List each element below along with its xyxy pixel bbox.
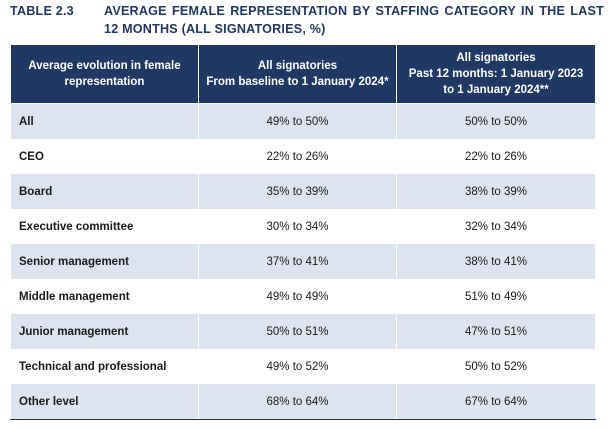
header-category-label: Average evolution in female representati… xyxy=(28,60,181,88)
baseline-cell: 68% to 64% xyxy=(198,384,397,420)
baseline-cell: 35% to 39% xyxy=(198,174,397,209)
header-past12: All signatories Past 12 months: 1 Januar… xyxy=(396,44,596,104)
row-label: All xyxy=(10,103,199,139)
table-row: Board 35% to 39% 38% to 39% xyxy=(10,174,596,209)
table-row: Middle management 49% to 49% 51% to 49% xyxy=(10,279,596,314)
table-caption: TABLE 2.3 AVERAGE FEMALE REPRESENTATION … xyxy=(10,2,604,38)
row-label: Middle management xyxy=(10,279,199,314)
table-row: CEO 22% to 26% 22% to 26% xyxy=(10,139,596,174)
table-row: All 49% to 50% 50% to 50% xyxy=(10,103,596,139)
baseline-cell: 49% to 52% xyxy=(198,349,397,384)
header-baseline: All signatories From baseline to 1 Janua… xyxy=(198,44,397,104)
past12-cell: 50% to 50% xyxy=(396,103,596,139)
baseline-cell: 37% to 41% xyxy=(198,244,397,279)
female-representation-table: Average evolution in female representati… xyxy=(10,44,596,420)
past12-cell: 22% to 26% xyxy=(396,139,596,174)
past12-cell: 38% to 41% xyxy=(396,244,596,279)
header-past12-line2: Past 12 months: 1 January 2023 to 1 Janu… xyxy=(408,68,584,96)
baseline-cell: 30% to 34% xyxy=(198,209,397,244)
past12-cell: 38% to 39% xyxy=(396,174,596,209)
table-row: Executive committee 30% to 34% 32% to 34… xyxy=(10,209,596,244)
table-row: Senior management 37% to 41% 38% to 41% xyxy=(10,244,596,279)
row-label: Junior management xyxy=(10,314,199,349)
table-row: Other level 68% to 64% 67% to 64% xyxy=(10,384,596,420)
baseline-cell: 50% to 51% xyxy=(198,314,397,349)
row-label: Other level xyxy=(10,384,199,420)
row-label: Executive committee xyxy=(10,209,199,244)
past12-cell: 50% to 52% xyxy=(396,349,596,384)
header-baseline-line2: From baseline to 1 January 2024* xyxy=(206,76,389,88)
table-title: AVERAGE FEMALE REPRESENTATION BY STAFFIN… xyxy=(104,4,604,36)
table-row: Junior management 50% to 51% 47% to 51% xyxy=(10,314,596,349)
table-number: TABLE 2.3 xyxy=(10,4,74,18)
baseline-cell: 49% to 50% xyxy=(198,103,397,139)
past12-cell: 51% to 49% xyxy=(396,279,596,314)
row-label: Board xyxy=(10,174,199,209)
baseline-cell: 49% to 49% xyxy=(198,279,397,314)
baseline-cell: 22% to 26% xyxy=(198,139,397,174)
header-row: Average evolution in female representati… xyxy=(10,44,596,104)
past12-cell: 47% to 51% xyxy=(396,314,596,349)
past12-cell: 32% to 34% xyxy=(396,209,596,244)
header-baseline-line1: All signatories xyxy=(257,60,338,72)
header-category: Average evolution in female representati… xyxy=(10,44,199,104)
row-label: Senior management xyxy=(10,244,199,279)
row-label: CEO xyxy=(10,139,199,174)
header-past12-line1: All signatories xyxy=(456,52,536,64)
row-label: Technical and professional xyxy=(10,349,199,384)
table-row: Technical and professional 49% to 52% 50… xyxy=(10,349,596,384)
past12-cell: 67% to 64% xyxy=(396,384,596,420)
